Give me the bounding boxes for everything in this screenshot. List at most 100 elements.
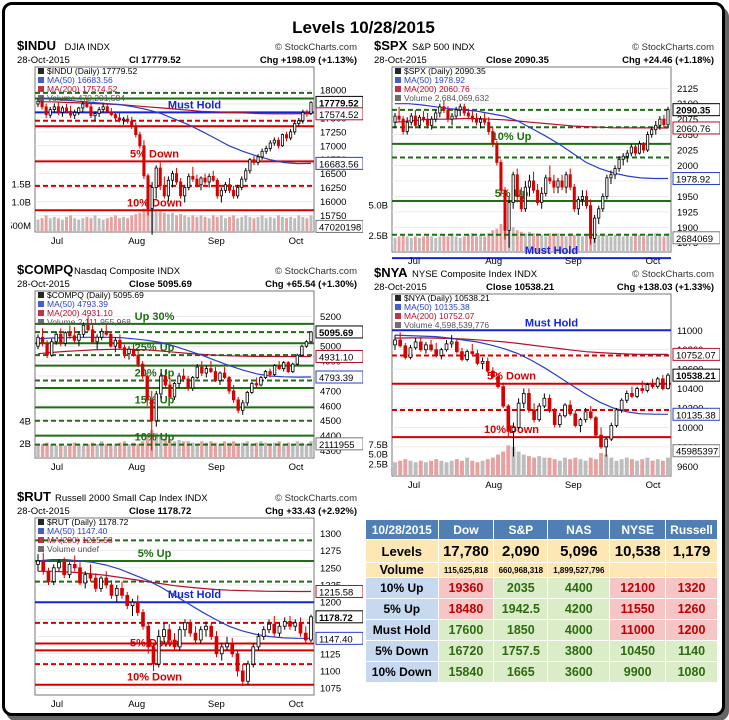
legend-swatch [38,319,44,325]
volume-bar [408,460,413,476]
price-tag-label: 17779.52 [319,98,359,109]
legend-entry: $NYA (Daily) 10538.21 [404,293,490,303]
candle-body [434,349,439,356]
volume-bar [483,236,487,252]
table-cell: 1260 [665,598,718,620]
volume-bar [118,442,122,458]
candle-body [594,417,598,436]
volume-bar [465,457,470,476]
candle-body [261,629,266,637]
volume-bar [68,444,72,458]
candle-body [289,131,293,139]
volume-bar [291,444,295,458]
candle-body [104,577,109,586]
candle-body [491,131,495,145]
volume-bar [459,460,464,476]
candle-body [523,186,527,210]
candle-body [446,109,450,120]
x-tick-label: Oct [289,236,304,246]
table-row: Must Hold 17600 1850 4000 11000 1200 [365,619,718,641]
y-tick-label: 1300 [320,529,341,540]
candle-body [263,371,268,378]
candle-body [259,377,263,386]
volume-bar [77,444,81,458]
candle-body [69,110,73,116]
y-tick-label: 9600 [677,462,698,473]
legend-entry: MA(200) 10752.07 [404,311,475,321]
volume-bar [305,218,309,232]
table-cell: 660,968,318 [493,562,549,578]
volume-bar [268,216,272,232]
volume-bar [309,441,313,458]
y-tick-label: 18000 [320,86,346,97]
candle-body [122,347,127,355]
candle-body [650,129,654,136]
volume-bar [300,442,304,458]
candle-body [48,109,52,116]
candle-body [72,563,77,569]
volume-bar [511,227,515,252]
volume-bar [240,216,244,232]
candle-body [629,146,633,154]
candle-body [532,180,536,191]
candle-body [298,622,303,634]
candle-body [181,375,186,380]
legend-entry: $SPX (Daily) 2090.35 [404,66,486,76]
price-tag-label: 4931.10 [319,352,353,363]
table-cell: 4200 [547,598,611,620]
candle-body [251,646,256,665]
row-label: Must Hold [365,619,439,641]
volume-bar [521,454,526,476]
candle-body [405,121,409,132]
y-tick-label: 1100 [320,666,340,677]
legend-entry: Volume 470,201,584 [47,93,125,103]
volume-bar [479,234,483,252]
candle-body [272,365,277,375]
candle-body [282,362,286,369]
volume-bar [171,212,174,232]
candle-body [637,143,642,154]
candle-body [134,125,138,136]
candle-body [291,363,295,372]
volume-bar [36,445,40,458]
col-russell: Russell [665,519,718,540]
table-cell: 3600 [547,661,611,683]
candle-body [231,390,236,401]
candle-body [109,333,113,347]
volume-bar [134,214,138,232]
price-tag-label: 1215.58 [319,587,353,598]
volume-bar [462,236,466,252]
x-tick-label: Jul [51,236,63,246]
volume-bar [597,234,601,252]
levels-table: 10/28/2015 Dow S&P NAS NYSE Russell Leve… [365,519,718,683]
volume-bar [289,216,293,232]
chart-date: 28-Oct-2015 [17,55,70,66]
candle-body [131,348,136,356]
level-label: 10% Up [492,131,532,143]
candle-body [578,419,583,426]
candle-body [444,343,449,351]
volume-bar [183,215,187,232]
candle-body [515,174,519,197]
table-cell: 115,625,818 [437,562,495,578]
page-title: Levels 10/28/2015 [292,18,435,37]
volume-bar [89,218,93,232]
y-tick-label: 4300 [320,446,341,457]
price-tag [315,156,363,170]
volume-bar [227,442,231,458]
volume-bar [430,236,434,252]
candle-body [145,375,149,401]
volume-bar [100,441,104,458]
candle-body [140,363,145,377]
candle-body [642,143,646,151]
chart-exchange: S&P 500 INDX [412,42,475,53]
table-cell: 10,538 [609,539,667,563]
ma200-line [38,570,311,593]
volume-bar [442,234,446,252]
volume-bar [499,223,503,252]
volume-bar [625,234,629,252]
legend-swatch [395,304,401,310]
candle-body [439,349,444,356]
volume-bar [629,459,634,476]
candle-body [41,560,46,572]
